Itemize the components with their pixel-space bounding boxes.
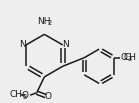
Text: O: O [22, 91, 29, 100]
Text: O: O [121, 53, 127, 62]
Text: 3: 3 [23, 94, 27, 100]
Text: NH: NH [37, 17, 50, 26]
Text: N: N [62, 40, 69, 49]
Text: 2: 2 [48, 20, 52, 26]
Text: CH: CH [124, 53, 137, 62]
Text: N: N [19, 40, 26, 49]
Text: O: O [44, 92, 51, 101]
Text: 3: 3 [128, 56, 132, 62]
Text: CH: CH [9, 90, 22, 99]
